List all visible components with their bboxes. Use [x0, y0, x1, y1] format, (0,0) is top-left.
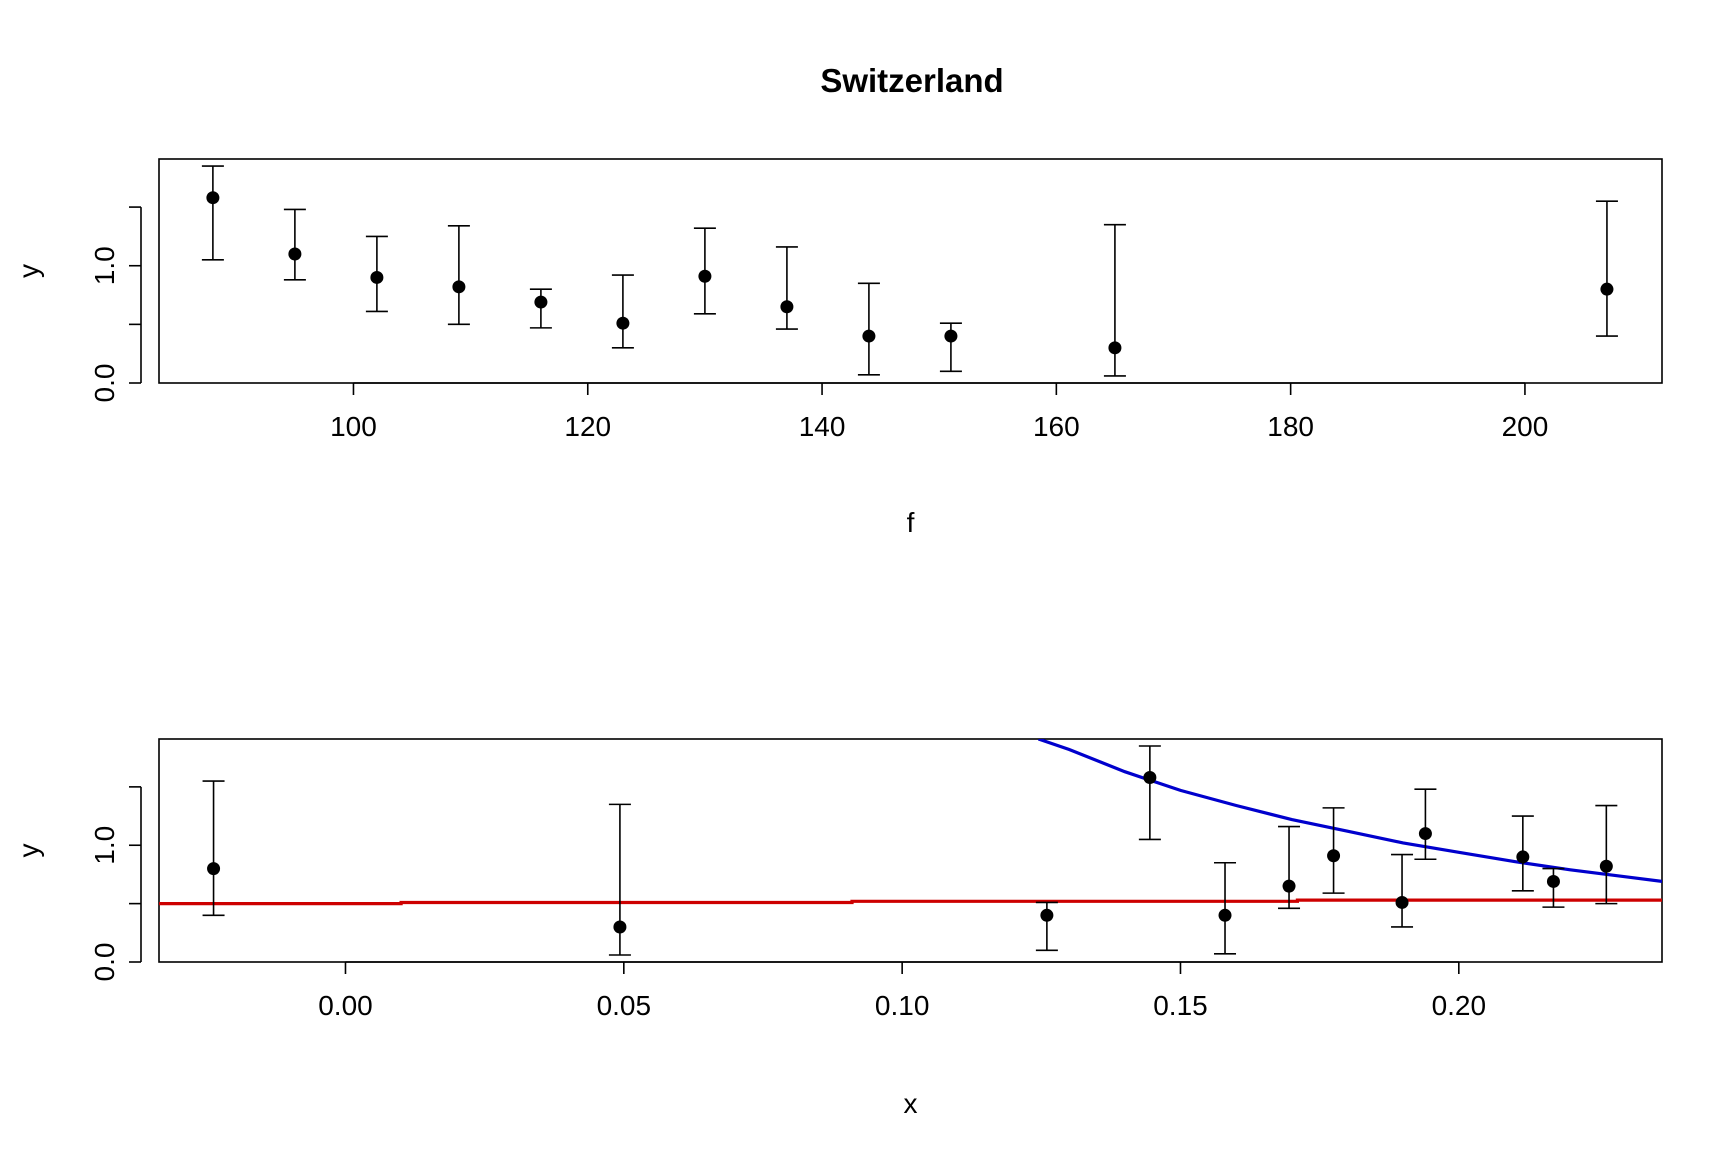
data-point [698, 269, 712, 283]
error-bar [201, 165, 224, 261]
y-tick-label: 1.0 [89, 826, 120, 865]
error-bar [1595, 804, 1618, 905]
data-point [1599, 859, 1613, 873]
data-point [1546, 874, 1560, 888]
x-tick-label: 140 [799, 411, 846, 442]
x-tick-label: 0.10 [875, 990, 930, 1021]
x-axis-label: x [904, 1088, 918, 1119]
error-bar [611, 274, 634, 349]
error-bar [1414, 788, 1437, 861]
x-tick-label: 100 [330, 411, 377, 442]
error-bar [283, 208, 306, 281]
data-point [1418, 827, 1432, 841]
error-bar [1595, 200, 1618, 337]
error-bar [1214, 861, 1237, 955]
plot-frame [158, 158, 1663, 384]
fit-curve-blue [1037, 739, 1662, 883]
error-bar [857, 282, 880, 376]
data-point [616, 316, 630, 330]
data-point [1395, 895, 1409, 909]
error-bar [1278, 825, 1301, 910]
data-point [206, 191, 220, 205]
x-tick-label: 0.05 [597, 990, 652, 1021]
x-tick-label: 180 [1267, 411, 1314, 442]
data-point [207, 862, 221, 876]
y-tick-label: 1.0 [89, 246, 120, 285]
top-panel: 100 120 140 160 180 200 0.0 1.0 f y [13, 158, 1663, 538]
y-tick-label: 0.0 [89, 943, 120, 982]
data-point [534, 295, 548, 309]
data-point [1600, 282, 1614, 296]
fit-curve-red [159, 898, 1662, 906]
error-bar [1391, 853, 1414, 928]
x-tick-label: 120 [564, 411, 611, 442]
x-tick-label: 0.15 [1153, 990, 1208, 1021]
data-point [1143, 771, 1157, 785]
data-point [613, 920, 627, 934]
y-axis-label: y [13, 264, 44, 278]
x-tick-label: 160 [1033, 411, 1080, 442]
error-bar [1138, 745, 1161, 841]
data-point [862, 329, 876, 343]
x-axis-label: f [907, 507, 915, 538]
chart-title: Switzerland [820, 62, 1003, 99]
data-point [1282, 879, 1296, 893]
data-point [780, 300, 794, 314]
error-bar [447, 225, 470, 326]
data-point [944, 329, 958, 343]
data-point [1327, 849, 1341, 863]
bottom-panel: 0.00 0.05 0.10 0.15 0.20 0.0 1.0 x y [13, 738, 1663, 1119]
error-bar [775, 246, 798, 330]
data-point [1516, 850, 1530, 864]
data-point [1108, 341, 1122, 355]
data-point [288, 247, 302, 261]
data-point [1040, 908, 1054, 922]
y-axis-label: y [13, 844, 44, 858]
y-tick-label: 0.0 [89, 364, 120, 403]
data-point [370, 270, 384, 284]
x-tick-label: 0.00 [318, 990, 373, 1021]
data-point [452, 280, 466, 294]
error-bar [202, 780, 225, 917]
x-tick-label: 200 [1502, 411, 1549, 442]
x-tick-label: 0.20 [1432, 990, 1487, 1021]
plot-frame [158, 738, 1663, 963]
data-point [1218, 908, 1232, 922]
